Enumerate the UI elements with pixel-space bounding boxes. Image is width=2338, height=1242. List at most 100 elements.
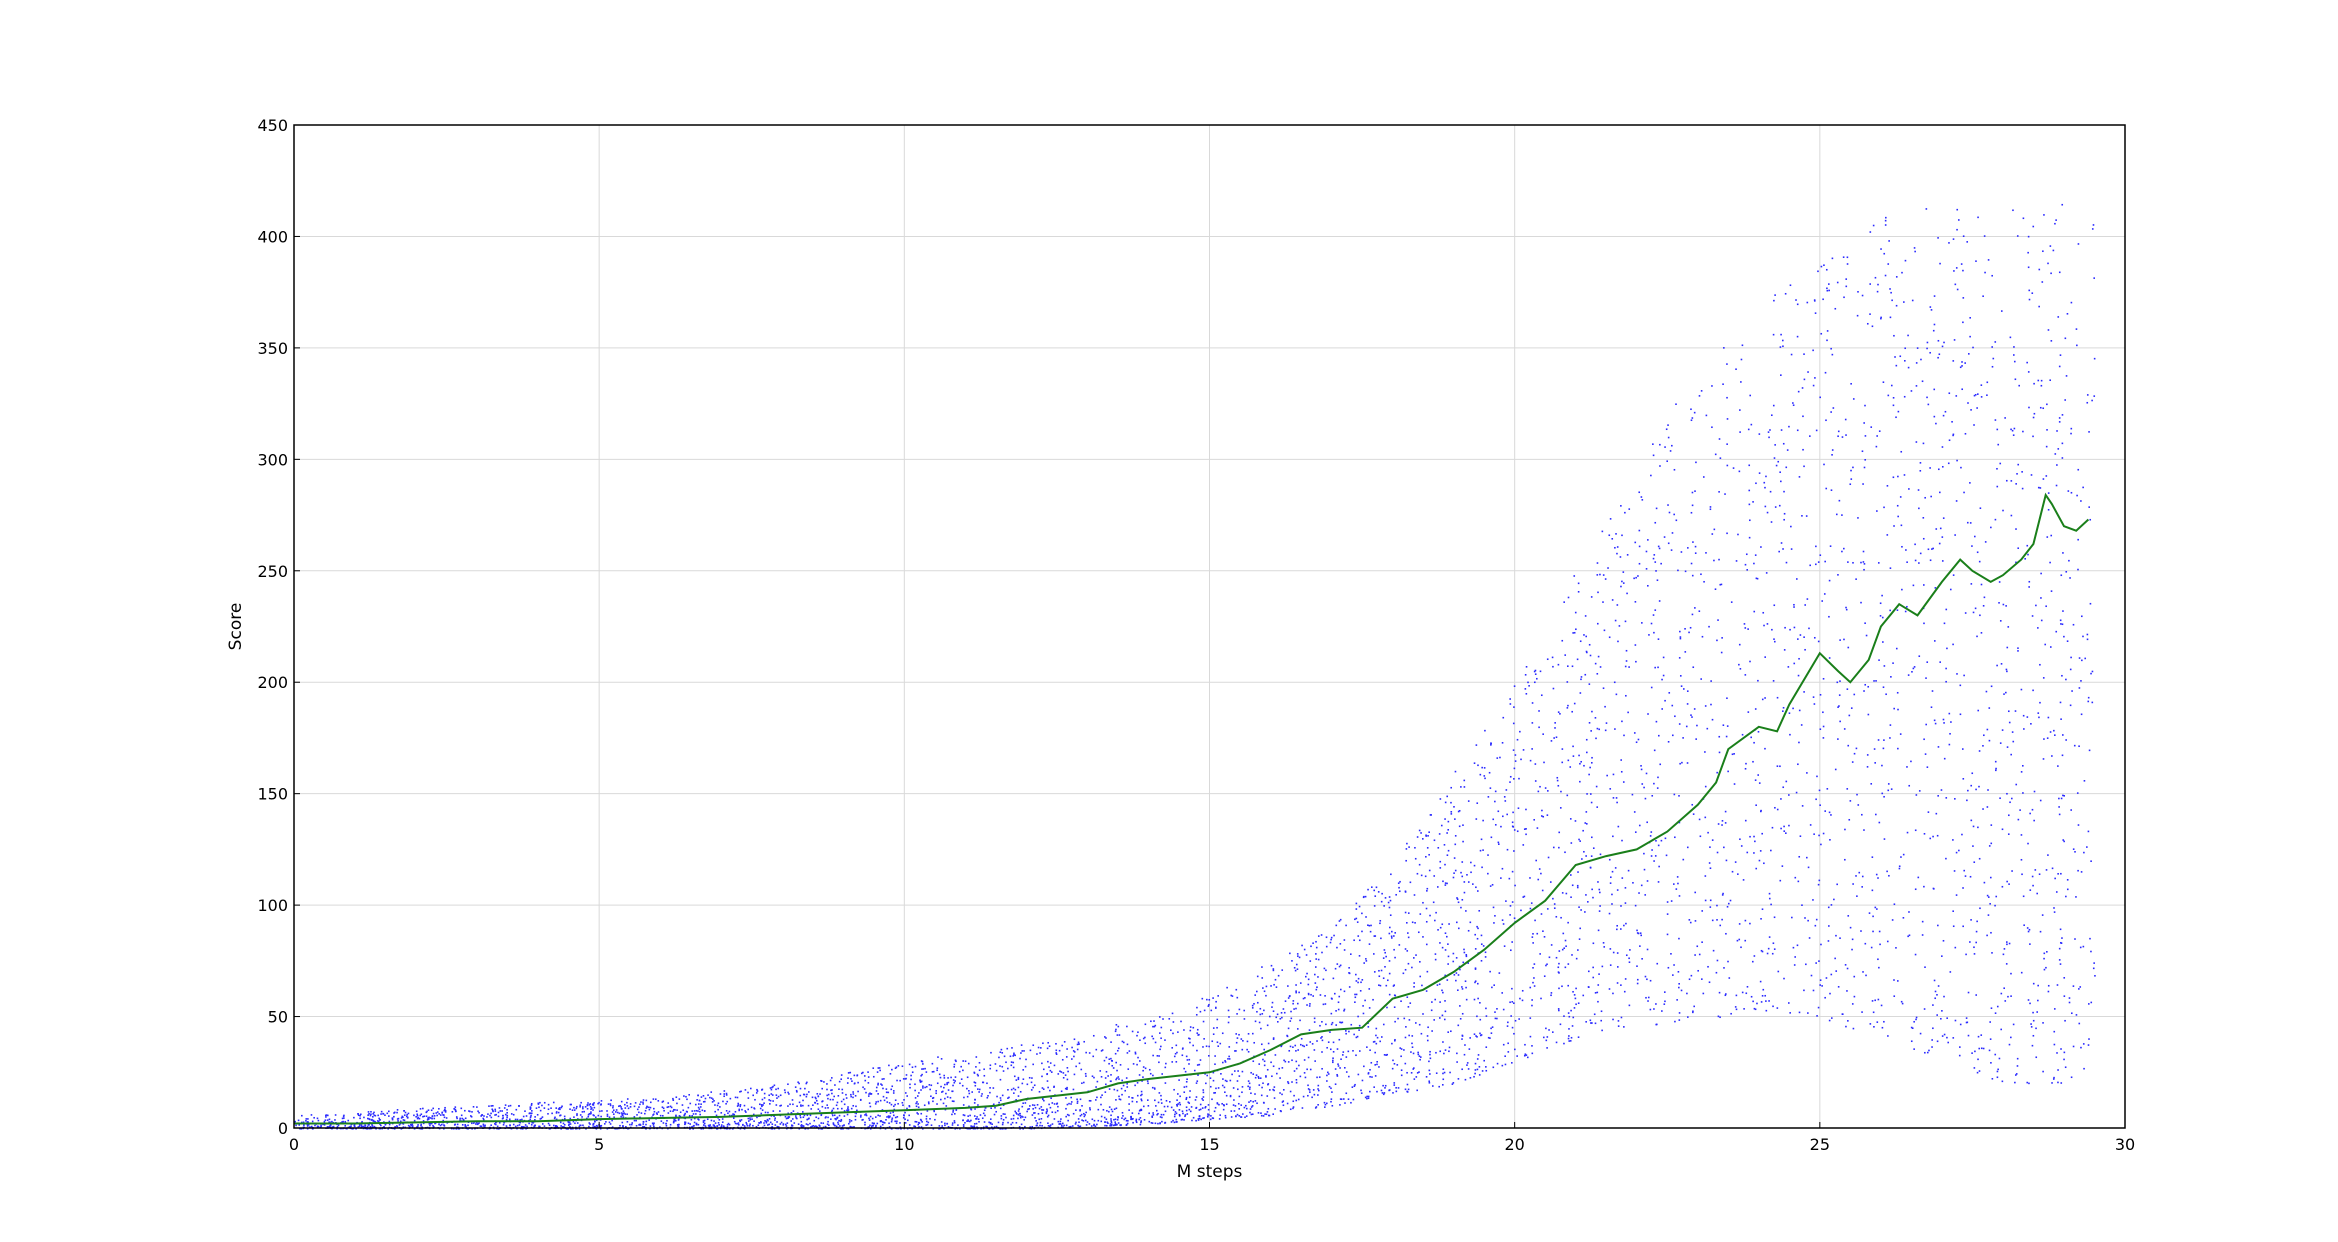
scatter-point — [1431, 1085, 1434, 1087]
scatter-point — [1112, 1124, 1115, 1127]
scatter-point — [741, 1108, 743, 1111]
scatter-point — [1836, 281, 1839, 284]
scatter-point — [1351, 1086, 1354, 1088]
scatter-point — [1845, 434, 1847, 436]
scatter-point — [938, 1127, 940, 1130]
scatter-point — [1321, 951, 1323, 954]
scatter-point — [1357, 977, 1360, 980]
scatter-point — [1010, 1088, 1013, 1091]
scatter-point — [720, 1112, 723, 1114]
scatter-point — [796, 1105, 798, 1107]
scatter-point — [774, 1119, 776, 1121]
scatter-point — [1164, 1066, 1167, 1069]
scatter-point — [1491, 986, 1493, 989]
scatter-point — [506, 1108, 508, 1111]
scatter-point — [1930, 309, 1933, 311]
scatter-point — [1748, 464, 1751, 467]
scatter-point — [889, 1115, 891, 1118]
scatter-point — [894, 1099, 897, 1102]
scatter-point — [1390, 937, 1393, 939]
scatter-point — [895, 1122, 898, 1124]
scatter-point — [935, 1090, 937, 1092]
scatter-point — [1887, 394, 1890, 397]
scatter-point — [1740, 358, 1743, 361]
scatter-point — [929, 1118, 931, 1120]
scatter-point — [1912, 667, 1915, 670]
scatter-point — [1221, 1032, 1224, 1035]
scatter-point — [1975, 994, 1978, 996]
scatter-point — [558, 1107, 561, 1109]
scatter-point — [2091, 701, 2094, 704]
scatter-point — [1491, 1026, 1494, 1028]
scatter-point — [1580, 760, 1582, 763]
scatter-point — [1506, 813, 1508, 816]
scatter-point — [1879, 602, 1882, 605]
scatter-point — [1189, 1041, 1191, 1044]
scatter-point — [1246, 1048, 1248, 1051]
scatter-point — [1031, 1077, 1033, 1079]
scatter-point — [1680, 551, 1683, 553]
scatter-point — [1443, 1071, 1446, 1074]
scatter-point — [1461, 875, 1464, 878]
scatter-point — [1638, 491, 1641, 494]
scatter-point — [1973, 946, 1975, 949]
scatter-point — [1018, 1108, 1020, 1110]
scatter-point — [1656, 962, 1659, 965]
scatter-point — [1696, 724, 1698, 727]
scatter-point — [953, 1066, 956, 1068]
scatter-point — [1843, 728, 1846, 730]
scatter-point — [1121, 1079, 1123, 1082]
scatter-point — [1774, 506, 1777, 508]
scatter-point — [1644, 894, 1647, 896]
scatter-point — [1479, 849, 1482, 852]
scatter-point — [1370, 924, 1372, 927]
scatter-point — [1079, 1115, 1082, 1117]
scatter-point — [1319, 994, 1322, 996]
scatter-point — [1059, 1120, 1062, 1123]
scatter-point — [1347, 1098, 1350, 1100]
scatter-point — [2017, 818, 2020, 821]
scatter-point — [1674, 715, 1676, 718]
scatter-point — [1304, 997, 1306, 999]
scatter-point — [1994, 419, 1997, 421]
scatter-point — [1311, 1096, 1313, 1099]
scatter-point — [445, 1117, 448, 1119]
scatter-point — [367, 1111, 370, 1113]
scatter-point — [2035, 604, 2037, 607]
scatter-point — [1442, 991, 1444, 994]
scatter-point — [1352, 1098, 1355, 1101]
scatter-point — [1291, 1059, 1293, 1062]
scatter-point — [1420, 832, 1422, 834]
scatter-point — [667, 1106, 670, 1108]
scatter-point — [689, 1123, 691, 1125]
scatter-point — [992, 1087, 995, 1089]
scatter-point — [1793, 662, 1796, 665]
scatter-point — [1568, 1028, 1570, 1030]
scatter-point — [917, 1103, 919, 1105]
scatter-point — [2032, 689, 2034, 692]
scatter-point — [1369, 1049, 1371, 1052]
scatter-point — [2049, 561, 2051, 564]
scatter-point — [1612, 773, 1615, 776]
scatter-point — [1312, 1089, 1315, 1091]
scatter-point — [587, 1115, 590, 1118]
scatter-point — [1608, 636, 1611, 639]
scatter-point — [2037, 379, 2040, 382]
scatter-point — [1726, 396, 1728, 399]
scatter-point — [2057, 765, 2059, 767]
scatter-point — [1753, 1007, 1756, 1010]
scatter-point — [1406, 922, 1408, 924]
scatter-point — [1511, 987, 1513, 990]
scatter-point — [408, 1125, 411, 1128]
scatter-point — [1789, 628, 1791, 631]
scatter-point — [1053, 1086, 1055, 1088]
scatter-point — [1032, 1063, 1034, 1066]
scatter-point — [1572, 755, 1575, 757]
scatter-point — [1876, 435, 1878, 437]
scatter-point — [1367, 888, 1369, 891]
scatter-point — [1890, 291, 1892, 294]
scatter-point — [1211, 1040, 1214, 1043]
scatter-point — [1456, 897, 1458, 899]
scatter-point — [1347, 1050, 1350, 1053]
scatter-point — [1271, 1075, 1273, 1078]
